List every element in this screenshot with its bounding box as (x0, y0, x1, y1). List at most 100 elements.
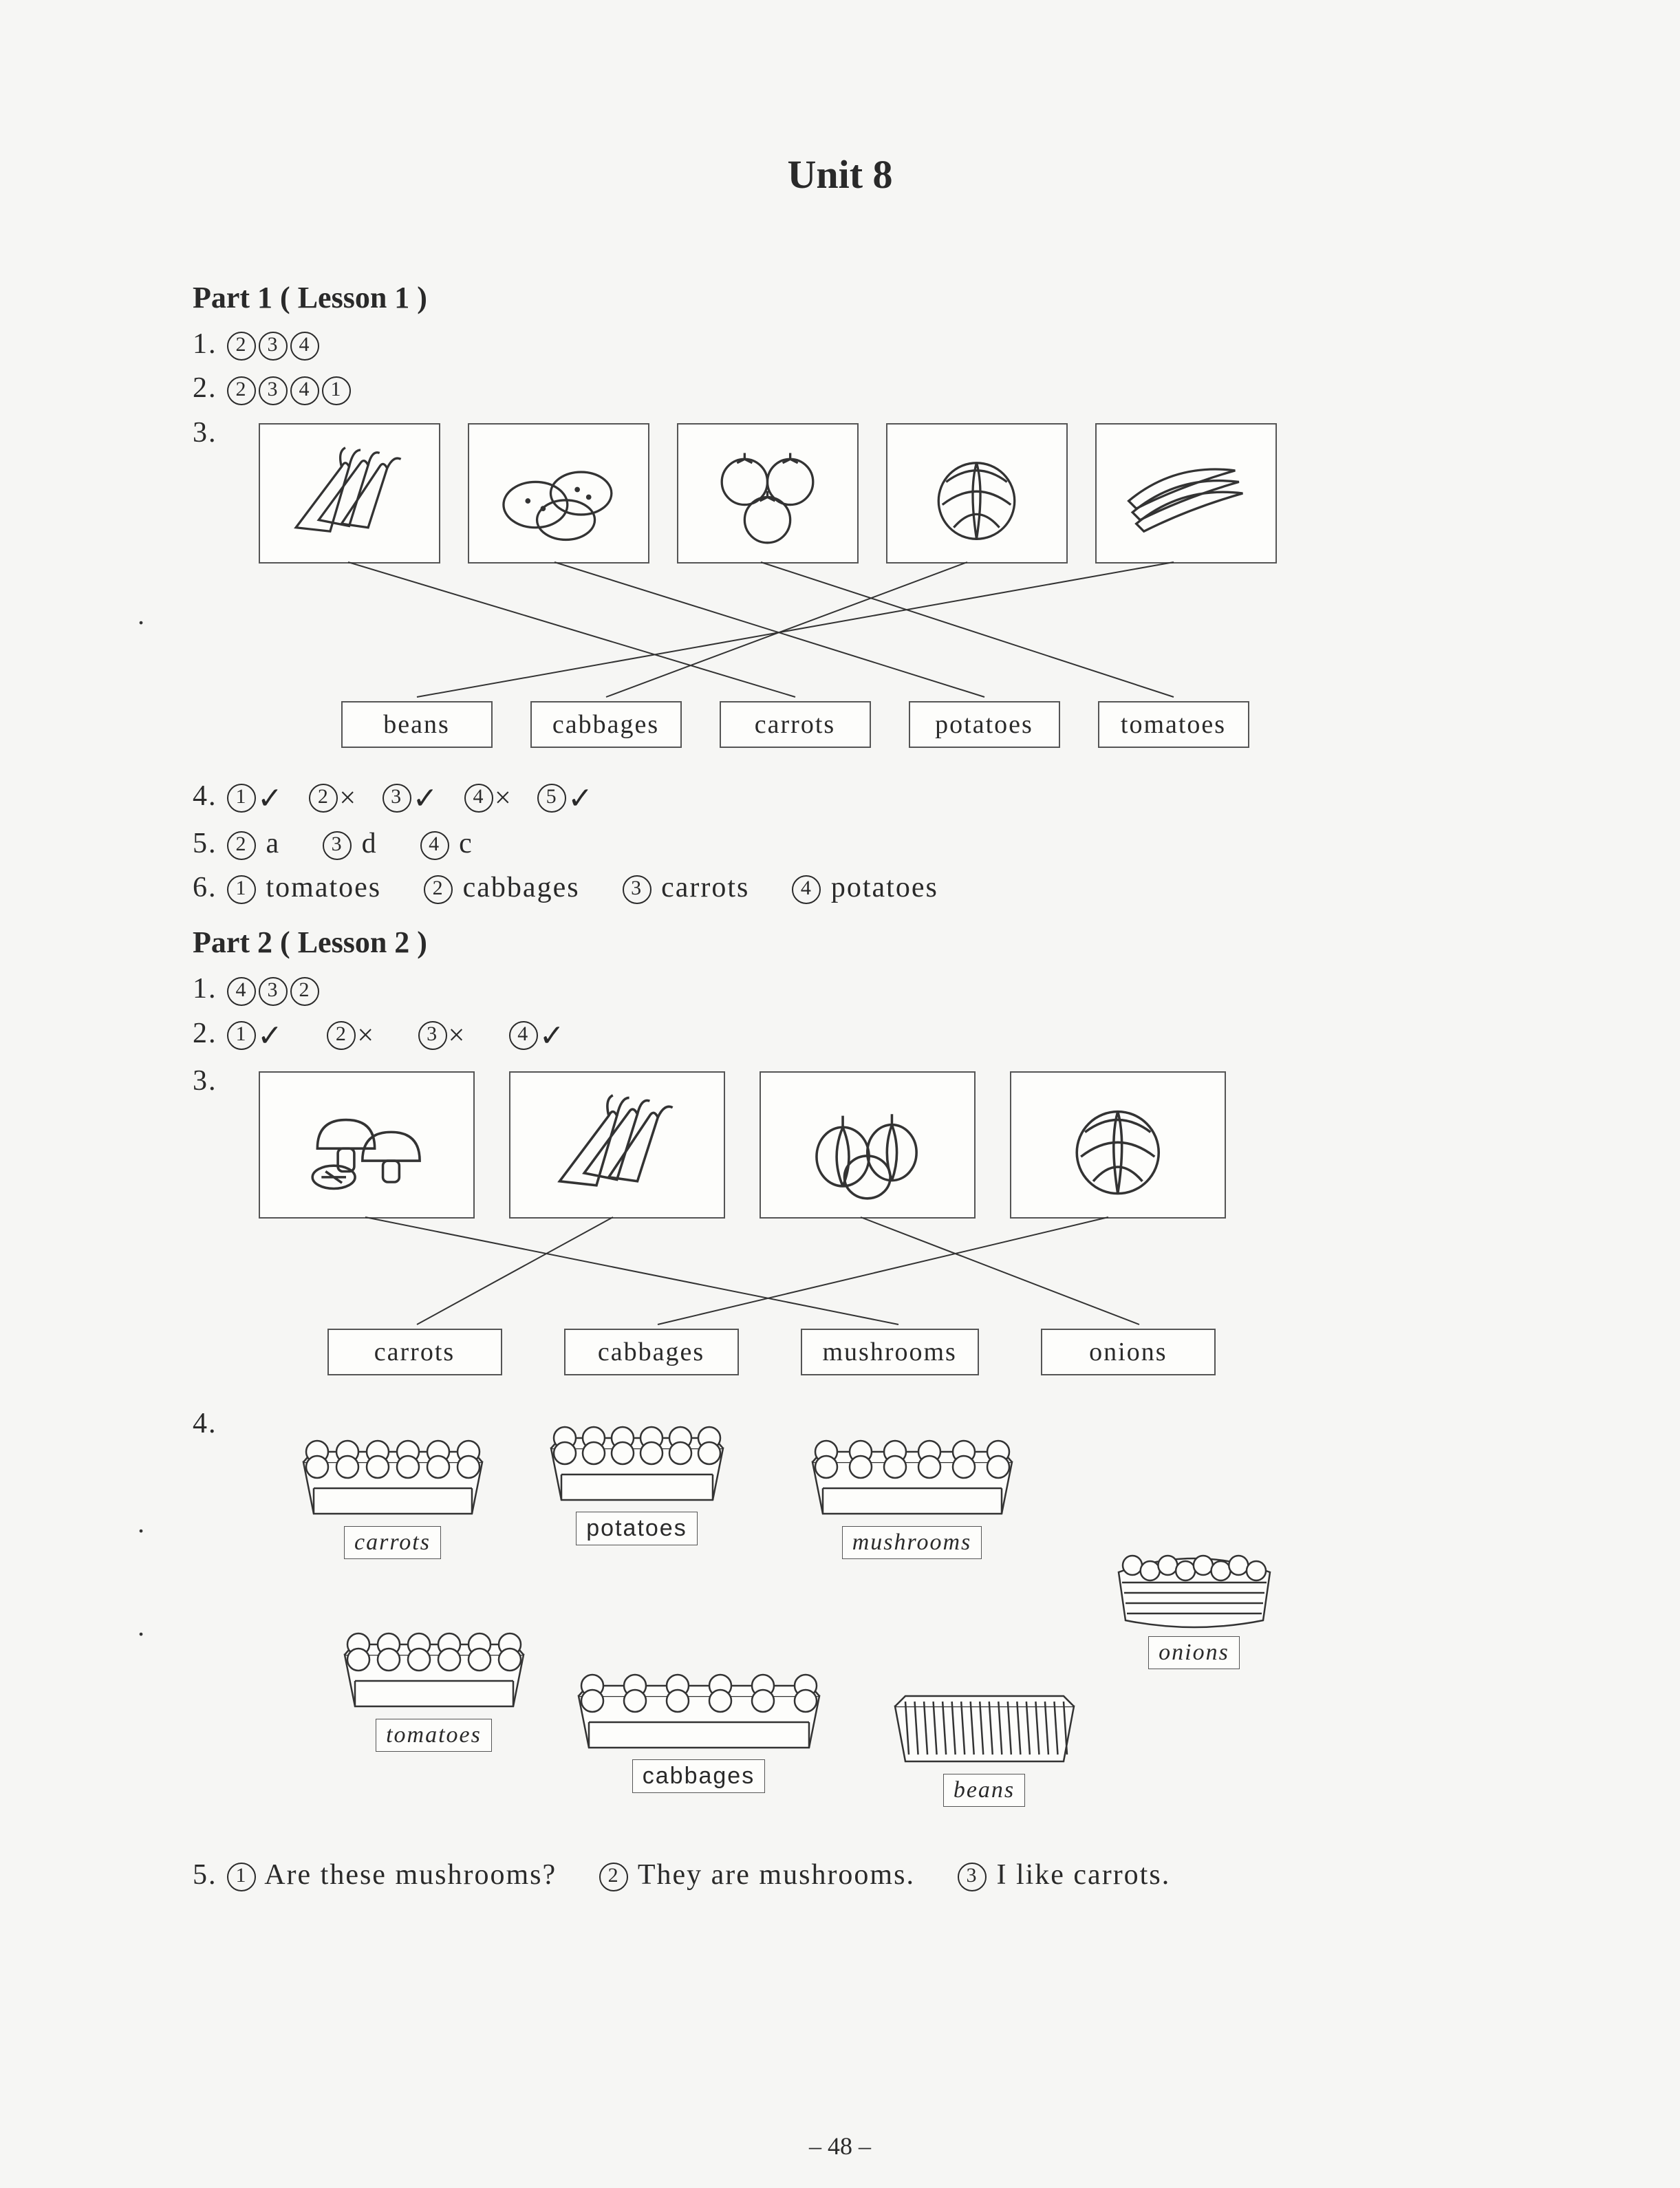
circled-number: 3 (623, 875, 651, 904)
circled-number: 4 (464, 784, 493, 813)
veg-image-mushrooms (259, 1071, 475, 1219)
circled-number: 2 (599, 1863, 628, 1891)
p1-q6: 6. 1 tomatoes2 cabbages3 carrots4 potato… (193, 871, 1487, 904)
check-icon: ✓ (257, 1019, 284, 1053)
cross-icon: × (339, 782, 357, 814)
part1-title: Part 1 ( Lesson 1 ) (193, 280, 1487, 315)
p1-q5: 5. 2 a3 d4 c (193, 827, 1487, 860)
answer: tomatoes (266, 872, 382, 903)
crate-carrots: carrots (293, 1421, 493, 1559)
q-number: 4. (193, 1407, 217, 1847)
circled-number: 4 (290, 332, 319, 361)
veg-image-beans (1095, 423, 1277, 564)
circled-number: 1 (227, 875, 256, 904)
circled-number: 3 (259, 977, 288, 1006)
circled-number: 4 (420, 831, 449, 860)
q-number: 5. (193, 828, 217, 859)
veg-image-tomatoes (677, 423, 859, 564)
part2-title: Part 2 ( Lesson 2 ) (193, 925, 1487, 960)
matching-exercise-1: beanscabbagescarrotspotatoestomatoes (259, 423, 1277, 748)
circled-number: 4 (509, 1021, 538, 1050)
veg-image-carrots (509, 1071, 725, 1219)
check-icon: ✓ (257, 782, 284, 815)
answer: Are these mushrooms? (264, 1859, 557, 1891)
label-tomatoes: tomatoes (1098, 701, 1249, 748)
circled-number: 3 (323, 831, 352, 860)
circled-number: 3 (418, 1021, 447, 1050)
label-carrots: carrots (327, 1329, 502, 1375)
veg-image-cabbage (886, 423, 1068, 564)
crate-tomatoes: tomatoes (334, 1613, 534, 1752)
answer: carrots (661, 872, 749, 903)
check-icon: ✓ (568, 782, 594, 815)
answer: c (459, 828, 473, 859)
veg-image-cabbages (1010, 1071, 1226, 1219)
crate-label: potatoes (576, 1512, 697, 1545)
circled-number: 2 (290, 977, 319, 1006)
p1-q3: 3. (193, 416, 1487, 769)
circled-number: 1 (227, 784, 256, 813)
label-cabbages: cabbages (564, 1329, 739, 1375)
label-mushrooms: mushrooms (801, 1329, 979, 1375)
matching-exercise-2: carrots cabbages mushrooms onions (259, 1071, 1226, 1375)
circled-number: 2 (327, 1021, 356, 1050)
label-carrots: carrots (720, 701, 871, 748)
circled-number: 2 (227, 376, 256, 405)
veg-image-potatoes (468, 423, 649, 564)
circled-number: 4 (290, 376, 319, 405)
crates-diagram: carrots potatoes mushrooms on (259, 1407, 1428, 1847)
crate-label: tomatoes (376, 1719, 492, 1752)
circled-number: 3 (383, 784, 411, 813)
circled-number: 2 (227, 332, 256, 361)
crate-beans: beans (885, 1669, 1084, 1807)
crate-cabbages: cabbages (568, 1655, 830, 1793)
crate-potatoes: potatoes (541, 1407, 733, 1545)
page-number: – 48 – (0, 2132, 1680, 2160)
crate-label: cabbages (632, 1759, 765, 1793)
circled-number: 1 (227, 1021, 256, 1050)
cross-icon: × (357, 1020, 375, 1051)
p1-q2: 2. 2341 (193, 372, 1487, 405)
p2-q2: 2. 1✓ 2× 3× 4✓ (193, 1017, 1487, 1053)
q-number: 4. (193, 780, 217, 812)
circled-number: 4 (227, 977, 256, 1006)
circled-number: 1 (322, 376, 351, 405)
check-icon: ✓ (539, 1019, 566, 1053)
circled-number: 1 (227, 1863, 256, 1891)
q-number: 2. (193, 372, 217, 404)
p2-q4: 4. carrots potatoes mushrooms (193, 1407, 1487, 1847)
answer: d (362, 828, 378, 859)
margin-dot: . (138, 1610, 144, 1642)
check-icon: ✓ (413, 782, 440, 815)
circled-number: 3 (259, 332, 288, 361)
crate-onions: onions (1105, 1531, 1284, 1669)
cross-icon: × (495, 782, 513, 814)
circled-number: 3 (958, 1863, 987, 1891)
crate-label: beans (943, 1774, 1025, 1807)
answer: potatoes (831, 872, 938, 903)
q-number: 5. (193, 1859, 217, 1891)
unit-title: Unit 8 (193, 151, 1487, 197)
circled-number: 2 (309, 784, 338, 813)
label-onions: onions (1041, 1329, 1216, 1375)
label-beans: beans (341, 701, 493, 748)
q-number: 2. (193, 1018, 217, 1049)
veg-image-carrots (259, 423, 440, 564)
q-number: 1. (193, 328, 217, 360)
margin-dot: . (138, 599, 144, 631)
p1-q1: 1. 234 (193, 328, 1487, 361)
circled-number: 2 (424, 875, 453, 904)
p2-q1: 1. 432 (193, 972, 1487, 1005)
answer: They are mushrooms. (638, 1859, 915, 1891)
crate-mushrooms: mushrooms (802, 1421, 1022, 1559)
circled-number: 4 (792, 875, 821, 904)
answer: cabbages (463, 872, 580, 903)
veg-image-onions (760, 1071, 976, 1219)
margin-dot: . (138, 1507, 144, 1539)
label-potatoes: potatoes (909, 701, 1060, 748)
cross-icon: × (449, 1020, 466, 1051)
p1-q4: 4. 1✓ 2× 3✓ 4× 5✓ (193, 780, 1487, 816)
circled-number: 3 (259, 376, 288, 405)
page: . . . Unit 8 Part 1 ( Lesson 1 ) 1. 234 … (0, 0, 1680, 2188)
crate-label: mushrooms (842, 1526, 982, 1559)
